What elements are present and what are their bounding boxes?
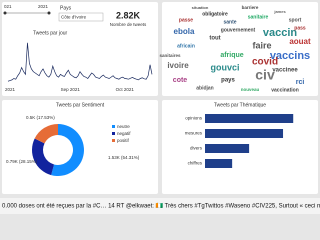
dashboard: 021 2021 Pays Côte d'Ivoire 2.82K Nombre… xyxy=(0,0,320,214)
legend-label: negatif xyxy=(117,131,131,136)
x-tick-label: 2021 xyxy=(5,87,16,92)
word: sante xyxy=(223,19,236,25)
country-label: Pays xyxy=(60,5,72,11)
word: gouvci xyxy=(210,62,239,72)
word: faire xyxy=(252,40,271,50)
y-tick-label: divers xyxy=(190,146,203,151)
country-value: Côte d'Ivoire xyxy=(61,14,87,19)
y-tick-label: opinions xyxy=(185,116,203,121)
word: cote xyxy=(173,77,188,84)
y-tick-label: chiffres xyxy=(188,161,203,166)
word: covid xyxy=(252,57,278,68)
slice xyxy=(51,124,84,176)
word: ebola xyxy=(174,27,195,36)
slider-handle[interactable] xyxy=(47,11,51,15)
country-dropdown[interactable] xyxy=(58,12,104,22)
word: africain xyxy=(177,43,195,49)
word: obligatoire xyxy=(202,11,228,17)
date-to: 2021 xyxy=(38,4,49,9)
slider-handle[interactable] xyxy=(3,11,7,15)
word: passe xyxy=(179,17,193,23)
word: james xyxy=(273,9,286,14)
date-from: 021 xyxy=(4,4,12,9)
bar xyxy=(205,114,294,123)
line xyxy=(7,42,153,82)
page: 021 2021 Pays Côte d'Ivoire 2.82K Nombre… xyxy=(0,0,320,214)
chart-title: Tweets par Thématique xyxy=(214,102,266,108)
ticker-bar xyxy=(0,198,320,214)
word: aouat xyxy=(289,37,311,46)
data-label: 0.79K (28.15%) xyxy=(6,159,38,164)
word: nouveau xyxy=(241,87,260,92)
word: ivoire xyxy=(167,61,189,70)
slice xyxy=(34,124,58,144)
data-label: 0.5K (17.53%) xyxy=(26,115,55,120)
x-tick-label: Sep 2021 xyxy=(61,87,81,92)
word: vaccination xyxy=(271,87,299,93)
word: sanitaire xyxy=(248,14,269,20)
data-label: 1.53K (54.31%) xyxy=(108,155,140,160)
panel xyxy=(162,2,318,96)
ticker-text: 0.000 doses ont été reçues par la #C… 14… xyxy=(2,202,320,210)
word: sanitaires xyxy=(159,53,181,58)
word: vaccins xyxy=(270,50,310,62)
word: civ xyxy=(255,67,275,83)
legend-label: neutre xyxy=(117,124,130,129)
word: situation xyxy=(192,5,209,10)
bar xyxy=(205,159,233,168)
word: vaccin xyxy=(263,27,298,39)
slice xyxy=(32,138,55,176)
legend-swatch xyxy=(112,132,115,135)
x-tick-label: Oct 2021 xyxy=(116,87,135,92)
chart-title: Tweets par jour xyxy=(33,30,68,36)
word: pays xyxy=(221,78,235,84)
word: sport xyxy=(289,17,302,23)
word: gouvernement xyxy=(221,27,256,33)
chart-title: Tweets par Sentiment xyxy=(56,102,105,108)
card-value: 2.82K xyxy=(116,10,141,20)
card-label: Nombre de tweets xyxy=(110,22,147,27)
legend-swatch xyxy=(112,125,115,128)
legend-swatch xyxy=(112,139,115,142)
word: afrique xyxy=(220,52,243,59)
word: barriere xyxy=(242,5,259,10)
bar xyxy=(205,144,250,153)
y-tick-label: mesures xyxy=(185,131,203,136)
word: abidjan xyxy=(196,85,214,91)
bar xyxy=(205,129,284,138)
word: tout xyxy=(209,36,220,42)
word: rci xyxy=(296,79,305,86)
word: pass xyxy=(294,25,306,31)
word: vaccinee xyxy=(272,68,298,74)
legend-label: positif xyxy=(117,138,130,143)
